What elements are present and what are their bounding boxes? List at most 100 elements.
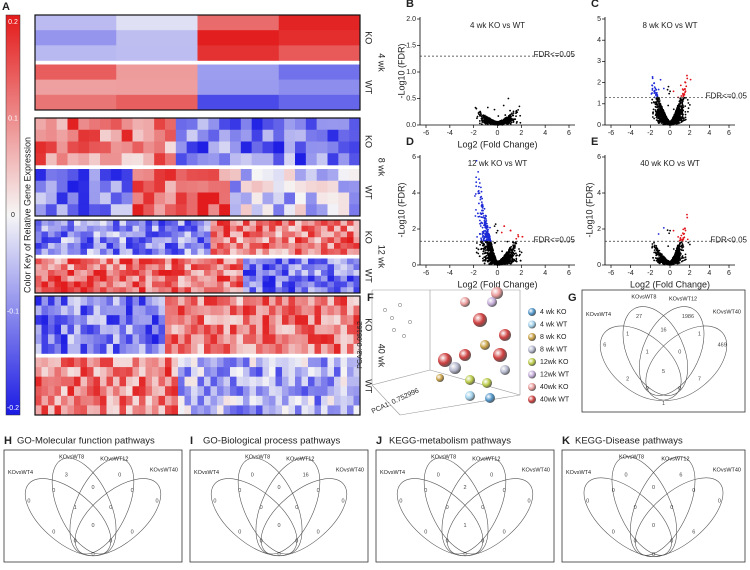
heatmap-cell [80,315,88,326]
heatmap-cell [275,334,283,345]
heatmap-cell [197,395,205,406]
heatmap-cell [119,281,127,288]
heatmap-cell [48,305,55,316]
heatmap-cell [327,395,335,406]
heatmap-cell [139,231,146,238]
heatmap-cell [210,305,218,316]
heatmap-cell [340,248,348,255]
x-tick-label: 4 [707,130,711,137]
heatmap-cell [223,315,231,326]
heatmap-cell [132,153,144,166]
heatmap-cell [301,270,309,277]
volcano-point [657,113,660,115]
volcano-point [490,120,492,123]
volcano-point [674,114,677,117]
heatmap-cell [353,243,361,250]
heatmap-cell [236,324,244,335]
volcano-point [687,107,690,110]
volcano-point [518,105,521,108]
heatmap-cell [152,237,159,244]
heatmap-cell [48,334,55,345]
heatmap-cell [230,305,237,316]
heatmap-cell [243,357,250,368]
heatmap-cell [288,258,296,265]
heatmap-cell [249,237,257,244]
heatmap-cell [217,296,224,306]
heatmap-cell [269,237,276,244]
heatmap-cell [184,264,192,271]
heatmap-cell [243,324,250,335]
heatmap-cell [327,248,335,255]
heatmap-cell [113,305,120,316]
heatmap-cell [165,305,172,316]
heatmap-cell [249,287,257,294]
heatmap-cell [262,220,270,227]
heatmap-cell [269,343,276,354]
heatmap-cell [353,220,361,227]
heatmap-cell [165,367,172,377]
heatmap-cell [340,386,348,397]
heatmap-cell [87,376,94,387]
heatmap-cell [275,281,283,288]
heatmap-cell [67,118,79,131]
heatmap-cell [327,357,335,368]
heatmap-cell [106,287,114,294]
heatmap-cell [35,405,42,416]
heatmap-cell [236,376,244,387]
heatmap-cell [191,376,198,387]
heatmap-cell [48,324,55,335]
heatmap-cell [48,357,55,368]
heatmap-cell [87,367,94,377]
heatmap-cell [251,192,263,205]
heatmap-cell [340,334,348,345]
heatmap-cell [275,367,283,377]
heatmap-cell [143,141,155,154]
heatmap-cell [93,376,101,387]
heatmap-cell [78,169,90,182]
volcano-point [493,108,496,111]
heatmap-cell [100,305,107,316]
volcano-point [667,122,670,125]
volcano-point [662,87,665,90]
heatmap-cell [171,264,179,271]
heatmap-cell [273,180,285,193]
heatmap-cell [301,315,309,326]
volcano-point [688,103,691,106]
heatmap-cell [249,334,257,345]
heatmap-cell [132,169,144,182]
heatmap-cell [152,248,159,255]
heatmap-cell [282,405,289,416]
heatmap-cell [223,324,231,335]
heatmap-cell [35,243,42,250]
heatmap-cell [210,264,218,271]
heatmap-cell [93,270,101,277]
heatmap-cell [61,287,68,294]
heatmap-cell [186,118,198,131]
heatmap-cell [251,204,263,217]
heatmap-cell [80,405,88,416]
heatmap-cell [210,315,218,326]
heatmap-cell [67,264,75,271]
heatmap-cell [116,30,198,46]
heatmap-cell [295,192,307,205]
heatmap-cell [113,275,120,282]
heatmap-cell [67,270,75,277]
heatmap-cell [327,270,335,277]
heatmap-cell [301,305,309,316]
heatmap-cell [132,204,144,217]
heatmap-cell [67,258,75,265]
heatmap-cell [80,324,88,335]
heatmap-cell [219,118,231,131]
heatmap-cell [67,169,79,182]
heatmap-cell [171,357,179,368]
heatmap-cell [288,220,296,227]
heatmap-cell [35,79,117,96]
heatmap-cell [288,264,296,271]
heatmap-cell [113,386,120,397]
heatmap-cell [54,305,62,316]
heatmap-cell [334,237,341,244]
heatmap-cell [262,204,274,217]
heatmap-cell [204,258,211,265]
heatmap-cell [282,357,289,368]
heatmap-cell [67,296,75,306]
